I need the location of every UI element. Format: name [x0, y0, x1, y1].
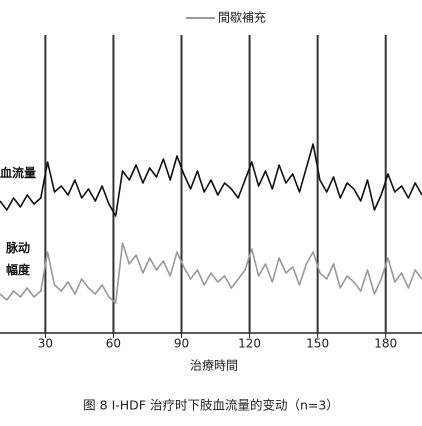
x-tick-label: 150	[306, 337, 329, 351]
x-axis-label: 治療時間	[190, 359, 238, 373]
x-tick-label: 180	[374, 337, 397, 351]
series-line	[0, 143, 422, 217]
x-tick-label: 60	[106, 337, 121, 351]
caption: 图 8 I-HDF 治疗时下肢血流量的变动（n=3）	[83, 398, 339, 413]
series-line	[0, 242, 422, 304]
annotation: 間歇補充	[218, 10, 266, 25]
x-tick-label: 120	[238, 337, 261, 351]
series-label: 血流量	[0, 166, 37, 180]
x-tick-label: 90	[174, 337, 189, 351]
series-label: 脉动幅度	[6, 241, 31, 277]
x-tick-label: 30	[38, 337, 53, 351]
